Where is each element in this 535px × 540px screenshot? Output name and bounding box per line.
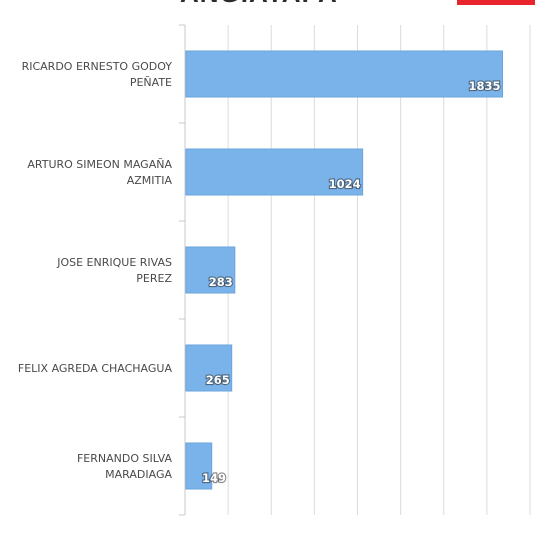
labels: RICARDO ERNESTO GODOY PEÑATE 1835 ARTURO SI… — [18, 60, 502, 486]
data-label: 283 — [209, 275, 233, 289]
bar — [185, 148, 364, 196]
grid-lines — [227, 25, 531, 515]
bars — [185, 50, 504, 490]
bar — [185, 344, 233, 392]
category-label: FERNANDO SILVA — [77, 452, 172, 465]
bar — [185, 246, 236, 294]
category-label: RICARDO ERNESTO GODOY — [22, 60, 173, 73]
data-label: 265 — [206, 373, 230, 387]
category-label: PEREZ — [136, 272, 172, 285]
category-label: AZMITIA — [127, 174, 173, 187]
category-label: JOSE ENRIQUE RIVAS — [56, 256, 172, 269]
category-label: MARADIAGA — [105, 468, 172, 481]
data-label: 149 — [202, 471, 226, 485]
category-label: ARTURO SIMEON MAGAÑA — [27, 158, 172, 171]
category-label: FELIX AGREDA CHACHAGUA — [18, 362, 173, 375]
chart-title: ANGIATAPA — [180, 0, 338, 9]
bar — [185, 442, 213, 490]
category-axis — [179, 24, 186, 516]
logo-block — [457, 0, 535, 5]
data-label: 1835 — [469, 79, 501, 93]
category-label: PEÑATE — [130, 76, 172, 89]
bar — [185, 50, 504, 98]
data-label: 1024 — [329, 177, 361, 191]
